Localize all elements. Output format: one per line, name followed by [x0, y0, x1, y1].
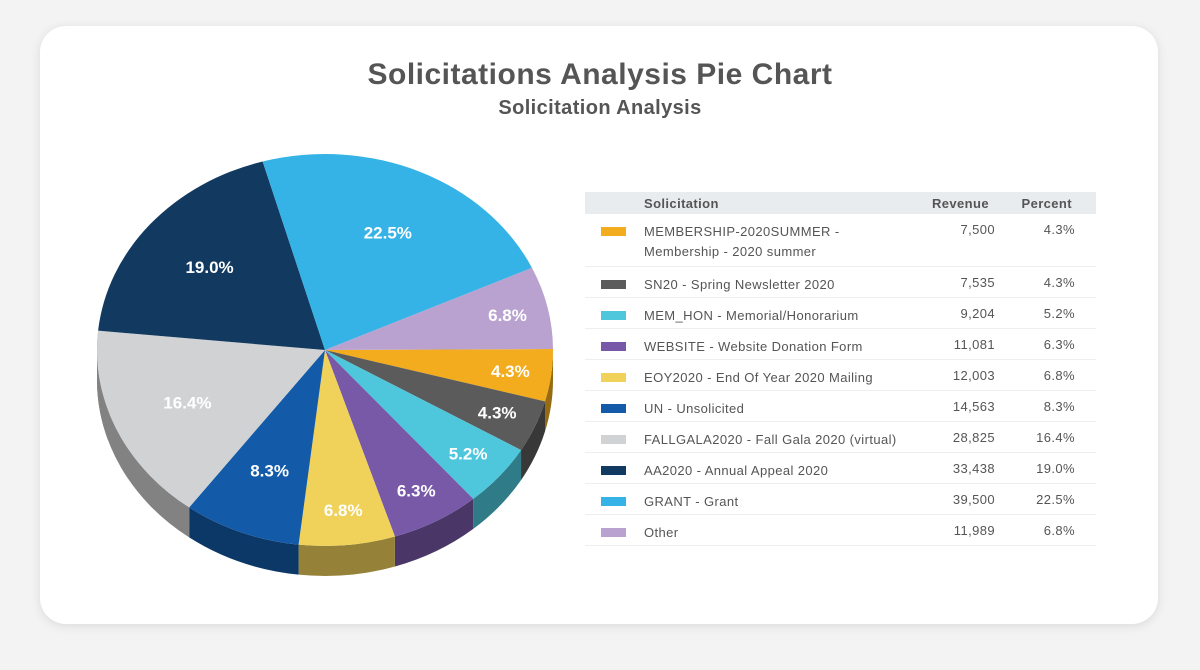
legend-percent: 16.4%	[1036, 430, 1075, 445]
header-revenue: Revenue	[932, 196, 989, 211]
legend-revenue: 12,003	[952, 368, 995, 383]
legend-percent: 4.3%	[1043, 275, 1075, 290]
legend-row: UN - Unsolicited 14,563 8.3%	[585, 391, 1096, 422]
legend-revenue: 11,081	[953, 337, 995, 352]
legend-label: UN - Unsolicited	[644, 401, 745, 416]
legend-row: AA2020 - Annual Appeal 2020 33,438 19.0%	[585, 453, 1096, 484]
pie-slice-label: 22.5%	[364, 223, 412, 242]
legend-revenue: 33,438	[952, 461, 995, 476]
legend-swatch	[601, 497, 626, 506]
pie-slice-label: 6.8%	[488, 306, 527, 325]
pie-slice	[325, 350, 546, 451]
legend-row: Other 11,989 6.8%	[585, 515, 1096, 546]
legend-swatch	[601, 466, 626, 475]
pie-chart: 4.3% 4.3% 5.2% 6.3% 6.8% 8.3% 16.4% 19.0% 22.5% 6…	[96, 154, 553, 576]
pie-slice	[262, 154, 532, 350]
legend-swatch	[601, 528, 626, 537]
header-percent: Percent	[1021, 196, 1072, 211]
pie-slice-label: 6.3%	[397, 481, 436, 500]
pie-slice	[325, 350, 474, 537]
legend-swatch	[601, 435, 626, 444]
legend-label: SN20 - Spring Newsletter 2020	[644, 277, 835, 292]
legend-revenue: 9,204	[960, 306, 995, 321]
legend-swatch	[601, 342, 626, 351]
pie-side-walls	[96, 330, 553, 576]
legend-row: GRANT - Grant 39,500 22.5%	[585, 484, 1096, 515]
legend-revenue: 28,825	[952, 430, 995, 445]
legend-row: EOY2020 - End Of Year 2020 Mailing 12,003…	[585, 360, 1096, 391]
pie-slice-side	[545, 350, 553, 432]
legend-row: WEBSITE - Website Donation Form 11,081 6.3…	[585, 329, 1096, 360]
pie-slice	[98, 161, 326, 350]
pie-slice	[189, 350, 325, 545]
legend-row: MEM_HON - Memorial/Honorarium 9,204 5.2%	[585, 298, 1096, 329]
legend-label: WEBSITE - Website Donation Form	[644, 339, 863, 354]
legend-swatch	[601, 373, 626, 382]
legend-percent: 6.8%	[1043, 523, 1075, 538]
pie-slice-side	[521, 401, 546, 481]
legend-percent: 22.5%	[1036, 492, 1075, 507]
legend-percent: 6.8%	[1043, 368, 1075, 383]
legend-label: FALLGALA2020 - Fall Gala 2020 (virtual)	[644, 432, 897, 447]
legend-label: EOY2020 - End Of Year 2020 Mailing	[644, 370, 873, 385]
legend-row: SN20 - Spring Newsletter 2020 7,535 4.3%	[585, 267, 1096, 298]
legend-label: GRANT - Grant	[644, 494, 739, 509]
legend-label: MEMBERSHIP-2020SUMMER - Membership - 202…	[644, 224, 840, 259]
legend-revenue: 39,500	[952, 492, 995, 507]
pie-labels: 4.3% 4.3% 5.2% 6.3% 6.8% 8.3% 16.4% 19.0% 22.5% 6…	[163, 223, 529, 520]
legend-revenue: 14,563	[952, 399, 995, 414]
pie-slices	[96, 154, 553, 546]
pie-slice-side	[96, 330, 109, 441]
legend-swatch	[601, 227, 626, 236]
legend-label: MEM_HON - Memorial/Honorarium	[644, 308, 859, 323]
legend-row: MEMBERSHIP-2020SUMMER - Membership - 202…	[585, 214, 1096, 267]
legend-table-header: Solicitation Revenue Percent	[585, 192, 1096, 214]
legend-swatch	[601, 404, 626, 413]
pie-slice	[96, 330, 325, 508]
chart-subtitle: Solicitation Analysis	[498, 97, 702, 119]
pie-slice-label: 5.2%	[449, 444, 488, 463]
pie-slice	[298, 350, 395, 546]
pie-slice-side	[473, 450, 522, 529]
legend-swatch	[601, 280, 626, 289]
legend-table: Solicitation Revenue Percent MEMBERSHIP-…	[585, 192, 1096, 546]
pie-slice-side	[394, 498, 474, 567]
pie-slice-side	[298, 536, 395, 576]
pie-slice-label: 19.0%	[185, 258, 233, 277]
pie-slice-side	[189, 507, 299, 575]
pie-slice-label: 6.8%	[324, 501, 363, 520]
legend-revenue: 11,989	[953, 523, 995, 538]
pie-slice	[325, 267, 553, 350]
legend-revenue: 7,535	[960, 275, 995, 290]
pie-slice-side	[97, 350, 190, 538]
legend-row: FALLGALA2020 - Fall Gala 2020 (virtual) 2…	[585, 422, 1096, 453]
chart-title: Solicitations Analysis Pie Chart	[367, 58, 833, 91]
pie-slice-label: 8.3%	[250, 461, 289, 480]
legend-percent: 19.0%	[1036, 461, 1075, 476]
pie-slice-label: 4.3%	[491, 362, 530, 381]
legend-swatch	[601, 311, 626, 320]
pie-slice-label: 4.3%	[478, 404, 517, 423]
legend-label: AA2020 - Annual Appeal 2020	[644, 463, 829, 478]
header-solicitation: Solicitation	[644, 196, 719, 211]
legend-revenue: 7,500	[960, 222, 995, 237]
legend-percent: 8.3%	[1043, 399, 1075, 414]
legend-percent: 6.3%	[1043, 337, 1075, 352]
legend-table-body: MEMBERSHIP-2020SUMMER - Membership - 202…	[585, 214, 1096, 546]
pie-slice	[325, 349, 553, 402]
legend-percent: 4.3%	[1043, 222, 1075, 237]
pie-slice-label: 16.4%	[163, 393, 211, 412]
legend-percent: 5.2%	[1043, 306, 1075, 321]
pie-slice	[325, 350, 522, 499]
legend-label: Other	[644, 525, 679, 540]
